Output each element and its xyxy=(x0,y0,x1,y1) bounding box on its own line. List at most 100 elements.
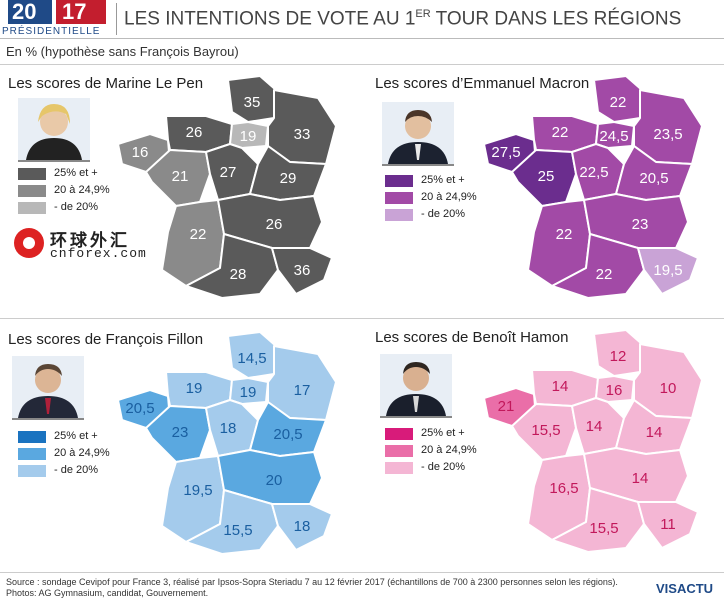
brand-logo: VISACTU xyxy=(656,581,714,596)
region-value-label: 24,5 xyxy=(599,128,628,145)
hamon-photo xyxy=(380,354,452,418)
legend-label: 25% et + xyxy=(54,430,98,442)
watermark-logo-icon xyxy=(14,228,44,258)
legend-label: 20 à 24,9% xyxy=(421,191,477,203)
presidentielle-logo: 20 17 PRÉSIDENTIELLE xyxy=(0,0,112,38)
region-value-label: 19 xyxy=(240,384,257,401)
region-value-label: 22 xyxy=(556,226,573,243)
legend-swatch xyxy=(385,192,413,204)
legend-le-pen: 25% et + 20 à 24,9% - de 20% xyxy=(18,166,148,217)
region-value-label: 20 xyxy=(266,472,283,489)
region-value-label: 10 xyxy=(660,380,677,397)
legend-swatch xyxy=(18,431,46,443)
region-value-label: 27 xyxy=(220,164,237,181)
region-provence-alpes-c-te-d-azur xyxy=(637,501,699,549)
region-value-label: 22 xyxy=(190,226,207,243)
legend-label: 25% et + xyxy=(54,167,98,179)
region-value-label: 12 xyxy=(610,348,627,365)
legend-swatch xyxy=(18,168,46,180)
source-line: Source : sondage Cevipof pour France 3, … xyxy=(6,577,618,587)
region-value-label: 19 xyxy=(240,128,257,145)
region-value-label: 19,5 xyxy=(653,262,682,279)
region-value-label: 22 xyxy=(596,266,613,283)
legend-swatch xyxy=(18,448,46,460)
watermark: 环球外汇 cnforex.com xyxy=(14,224,164,266)
region-value-label: 21 xyxy=(498,398,515,415)
map-fillon: 20,5 19 14,5 19 17 23 18 20,5 19,5 20 15,5 18 xyxy=(110,328,350,573)
map-le-pen: 16 26 35 19 33 21 27 29 22 26 28 36 xyxy=(110,72,350,317)
legend-swatch xyxy=(385,445,413,457)
region-value-label: 16,5 xyxy=(549,480,578,497)
subtitle-divider xyxy=(0,64,724,65)
legend-label: 25% et + xyxy=(421,174,465,186)
legend-swatch xyxy=(385,175,413,187)
logo-year-left: 20 xyxy=(8,0,52,24)
legend-item: - de 20% xyxy=(18,463,148,480)
legend-item: 25% et + xyxy=(385,173,515,190)
region-value-label: 14 xyxy=(646,424,663,441)
region-value-label: 23,5 xyxy=(653,126,682,143)
region-value-label: 15,5 xyxy=(589,520,618,537)
region-value-label: 19 xyxy=(186,380,203,397)
region-value-label: 22,5 xyxy=(579,164,608,181)
legend-label: - de 20% xyxy=(54,464,99,476)
map-title-le-pen: Les scores de Marine Le Pen xyxy=(8,75,204,92)
legend-swatch xyxy=(18,185,46,197)
region-value-label: 27,5 xyxy=(491,144,520,161)
legend-item: 20 à 24,9% xyxy=(385,443,515,460)
map-title-hamon: Les scores de Benoît Hamon xyxy=(375,329,569,346)
photo-credit-line: Photos: AG Gymnasium, candidat, Gouverne… xyxy=(6,588,209,598)
legend-label: - de 20% xyxy=(54,201,99,213)
macron-photo xyxy=(382,102,454,166)
legend-swatch xyxy=(18,465,46,477)
logo-subtitle: PRÉSIDENTIELLE xyxy=(2,26,101,37)
region-provence-alpes-c-te-d-azur xyxy=(271,247,333,295)
region-value-label: 15,5 xyxy=(223,522,252,539)
region-value-label: 20,5 xyxy=(273,426,302,443)
footer-divider xyxy=(0,572,724,573)
fillon-photo xyxy=(12,356,84,420)
region-value-label: 23 xyxy=(632,216,649,233)
region-value-label: 18 xyxy=(294,518,311,535)
region-value-label: 18 xyxy=(220,420,237,437)
region-value-label: 14,5 xyxy=(237,350,266,367)
legend-item: 25% et + xyxy=(18,429,148,446)
map-svg: 27,5 22 22 24,5 23,5 25 22,5 20,5 22 23 22 19,5 xyxy=(483,75,703,299)
region-value-label: 33 xyxy=(294,126,311,143)
region-value-label: 14 xyxy=(632,470,649,487)
legend-label: 20 à 24,9% xyxy=(54,447,110,459)
region-value-label: 16 xyxy=(606,382,623,399)
legend-item: - de 20% xyxy=(385,460,515,477)
watermark-text-cn: 环球外汇 xyxy=(50,231,130,250)
map-title-fillon: Les scores de François Fillon xyxy=(8,331,204,348)
region-value-label: 36 xyxy=(294,262,311,279)
region-provence-alpes-c-te-d-azur xyxy=(271,503,333,551)
legend-label: 20 à 24,9% xyxy=(421,444,477,456)
map-title-macron: Les scores d’Emmanuel Macron xyxy=(375,75,590,92)
page-subtitle: En % (hypothèse sans François Bayrou) xyxy=(6,44,239,59)
map-hamon: 21 14 12 16 10 15,5 14 14 16,5 14 15,5 11 xyxy=(476,326,716,571)
region-value-label: 14 xyxy=(552,378,569,395)
row-divider xyxy=(0,318,724,319)
page-title: LES INTENTIONS DE VOTE AU 1ER TOUR DANS … xyxy=(124,8,682,30)
region-value-label: 29 xyxy=(280,170,297,187)
map-macron: 27,5 22 22 24,5 23,5 25 22,5 20,5 22 23 22 19,5 xyxy=(476,72,716,317)
legend-swatch xyxy=(385,209,413,221)
source-note: Source : sondage Cevipof pour France 3, … xyxy=(6,577,646,599)
legend-item: 20 à 24,9% xyxy=(18,446,148,463)
header: 20 17 PRÉSIDENTIELLE LES INTENTIONS DE V… xyxy=(0,0,724,39)
region-value-label: 35 xyxy=(244,94,261,111)
legend-item: 25% et + xyxy=(385,426,515,443)
region-value-label: 28 xyxy=(230,266,247,283)
legend-macron: 25% et + 20 à 24,9% - de 20% xyxy=(385,173,515,224)
map-svg: 21 14 12 16 10 15,5 14 14 16,5 14 15,5 11 xyxy=(483,329,703,553)
legend-fillon: 25% et + 20 à 24,9% - de 20% xyxy=(18,429,148,480)
legend-swatch xyxy=(18,202,46,214)
region-value-label: 23 xyxy=(172,424,189,441)
legend-item: - de 20% xyxy=(385,207,515,224)
map-svg: 20,5 19 14,5 19 17 23 18 20,5 19,5 20 15,5 18 xyxy=(117,331,337,555)
region-value-label: 22 xyxy=(610,94,627,111)
legend-label: 25% et + xyxy=(421,427,465,439)
region-value-label: 17 xyxy=(294,382,311,399)
legend-label: 20 à 24,9% xyxy=(54,184,110,196)
